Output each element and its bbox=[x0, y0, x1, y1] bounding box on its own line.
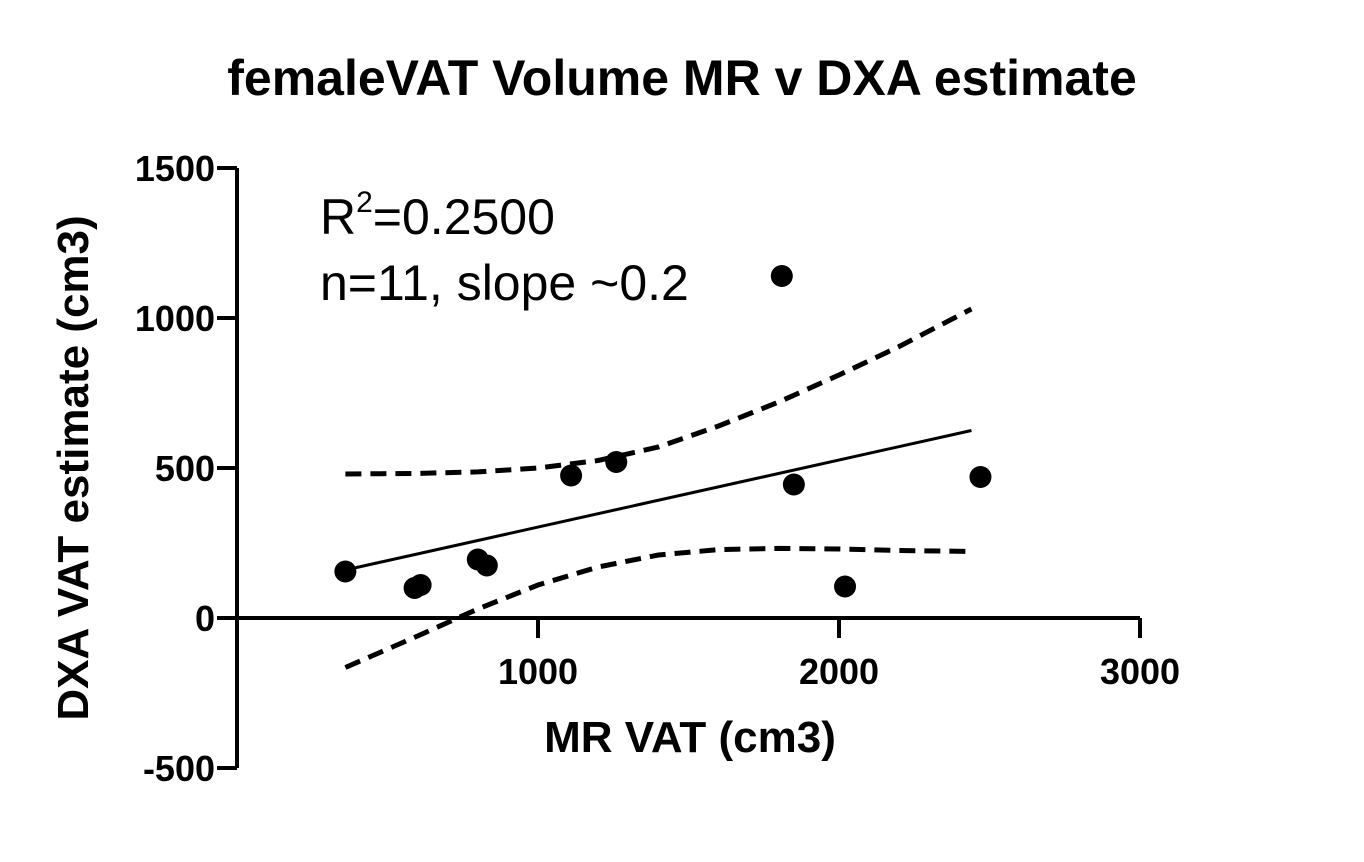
data-point bbox=[560, 464, 583, 487]
stats-annotation: n=11, slope ~0.2 bbox=[320, 255, 689, 311]
data-point bbox=[409, 574, 432, 596]
data-point bbox=[334, 560, 357, 583]
data-point bbox=[834, 575, 857, 598]
y-tick-label: 0 bbox=[195, 598, 215, 639]
points-group bbox=[334, 265, 992, 599]
regression-group bbox=[344, 306, 973, 670]
data-point bbox=[782, 473, 805, 496]
data-point bbox=[969, 466, 992, 488]
y-tick-label: 1000 bbox=[135, 298, 215, 339]
r-squared-value: =0.2500 bbox=[373, 189, 555, 245]
y-axis-title: DXA VAT estimate (cm3) bbox=[49, 215, 98, 720]
r-squared-exponent: 2 bbox=[356, 186, 373, 219]
x-tick-label: 2000 bbox=[799, 651, 879, 692]
x-axis-title: MR VAT (cm3) bbox=[544, 713, 836, 762]
r-squared-annotation: R2=0.2500 bbox=[320, 186, 555, 245]
r-squared-prefix: R bbox=[320, 189, 356, 245]
data-point bbox=[605, 451, 628, 473]
y-tick-label: -500 bbox=[143, 748, 215, 789]
chart-title: femaleVAT Volume MR v DXA estimate bbox=[227, 50, 1137, 106]
regression-line bbox=[345, 429, 972, 572]
confidence-band-upper bbox=[345, 306, 973, 477]
data-point bbox=[475, 554, 498, 577]
axes-group: -500 0 500 1000 1500 1000 2000 3000 bbox=[135, 148, 1180, 789]
y-tick-label: 500 bbox=[155, 448, 215, 489]
y-tick-label: 1500 bbox=[135, 148, 215, 189]
x-tick-label: 1000 bbox=[498, 651, 578, 692]
confidence-band-lower bbox=[344, 545, 972, 670]
x-tick-label: 3000 bbox=[1100, 651, 1180, 692]
data-point bbox=[770, 265, 793, 287]
